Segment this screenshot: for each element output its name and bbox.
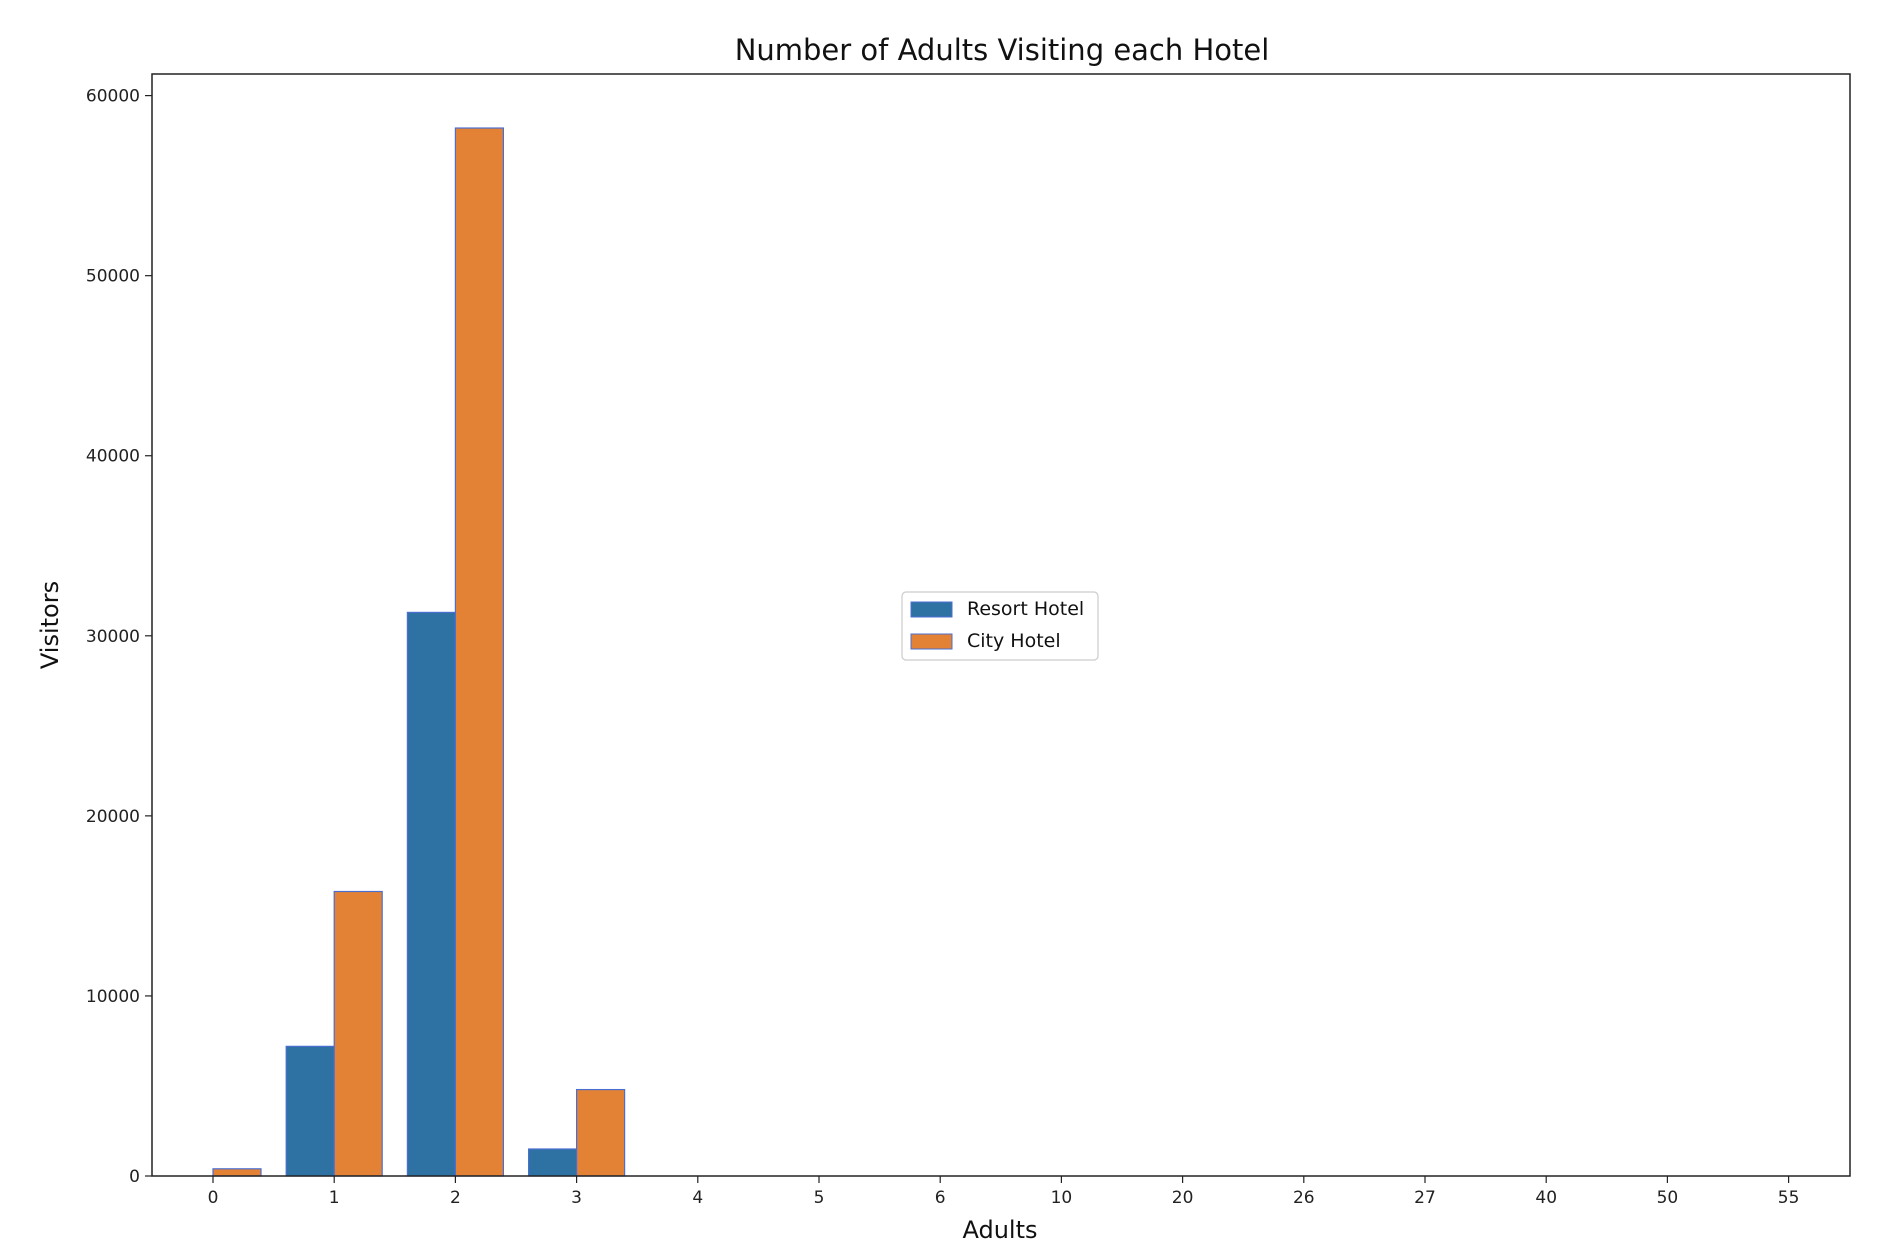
y-axis-label: Visitors — [36, 581, 64, 669]
x-tick-label-40: 40 — [1535, 1188, 1557, 1208]
y-tick-label-50000: 50000 — [86, 267, 140, 287]
y-tick-label-20000: 20000 — [86, 807, 140, 827]
x-tick-label-26: 26 — [1293, 1188, 1315, 1208]
x-tick-label-0: 0 — [208, 1188, 219, 1208]
x-axis-label: Adults — [962, 1216, 1037, 1244]
chart-title: Number of Adults Visiting each Hotel — [735, 33, 1270, 67]
bars-group — [212, 127, 626, 1177]
bar-city-hotel-1 — [333, 890, 383, 1177]
legend: Resort Hotel City Hotel — [901, 591, 1099, 661]
y-tick-label-10000: 10000 — [86, 987, 140, 1007]
legend-swatch-city-hotel — [910, 633, 953, 650]
x-tick-label-4: 4 — [692, 1188, 703, 1208]
x-tick-label-27: 27 — [1414, 1188, 1436, 1208]
bar-resort-hotel-2 — [406, 611, 456, 1177]
x-tick-label-2: 2 — [450, 1188, 461, 1208]
legend-label-resort-hotel: Resort Hotel — [967, 598, 1084, 620]
x-tick-label-50: 50 — [1657, 1188, 1679, 1208]
bar-city-hotel-3 — [575, 1088, 626, 1177]
bar-resort-hotel-1 — [285, 1045, 335, 1177]
y-tick-label-60000: 60000 — [86, 87, 140, 107]
plot-frame — [151, 73, 1851, 1177]
bar-resort-hotel-3 — [527, 1148, 578, 1177]
x-tick-label-5: 5 — [814, 1188, 825, 1208]
x-tick-label-1: 1 — [329, 1188, 340, 1208]
x-tick-label-20: 20 — [1172, 1188, 1194, 1208]
y-tick-label-0: 0 — [129, 1167, 140, 1187]
legend-label-city-hotel: City Hotel — [967, 630, 1061, 652]
x-tick-label-55: 55 — [1778, 1188, 1800, 1208]
x-axis: 0 1 2 3 4 5 6 10 20 26 27 40 50 55 — [208, 1176, 1800, 1208]
y-tick-label-30000: 30000 — [86, 627, 140, 647]
legend-swatch-resort-hotel — [910, 601, 953, 618]
x-tick-label-10: 10 — [1051, 1188, 1073, 1208]
y-tick-label-40000: 40000 — [86, 447, 140, 467]
bar-city-hotel-0 — [212, 1168, 262, 1177]
x-tick-label-3: 3 — [571, 1188, 582, 1208]
x-tick-label-6: 6 — [935, 1188, 946, 1208]
bar-city-hotel-2 — [454, 127, 504, 1177]
y-axis: 0 10000 20000 30000 40000 50000 60000 — [86, 87, 152, 1187]
